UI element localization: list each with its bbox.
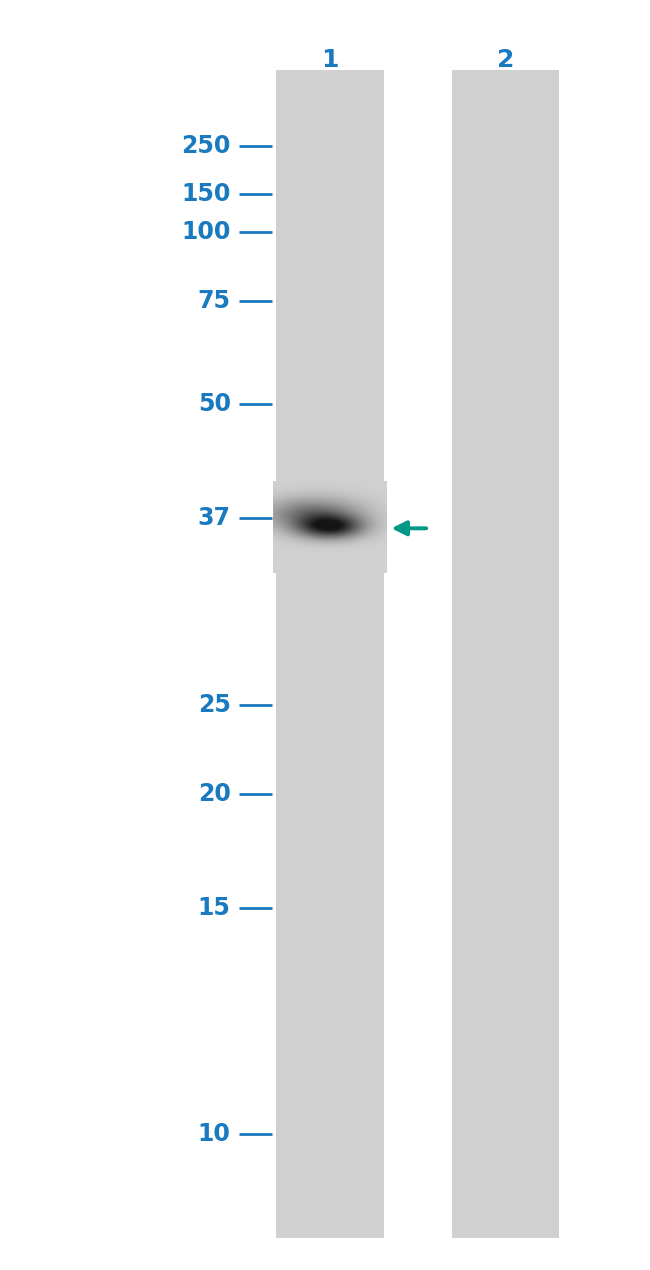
Text: 15: 15	[198, 897, 231, 919]
Text: 20: 20	[198, 782, 231, 805]
Text: 25: 25	[198, 693, 231, 716]
Text: 100: 100	[181, 221, 231, 244]
Bar	[452, 70, 559, 1238]
Text: 2: 2	[497, 48, 514, 72]
Text: 1: 1	[322, 48, 339, 72]
Bar	[276, 70, 384, 1238]
Text: 150: 150	[181, 183, 231, 206]
Text: 75: 75	[198, 290, 231, 312]
Text: 10: 10	[198, 1123, 231, 1146]
Text: 50: 50	[198, 392, 231, 415]
Text: 37: 37	[198, 507, 231, 530]
Text: 250: 250	[181, 135, 231, 157]
